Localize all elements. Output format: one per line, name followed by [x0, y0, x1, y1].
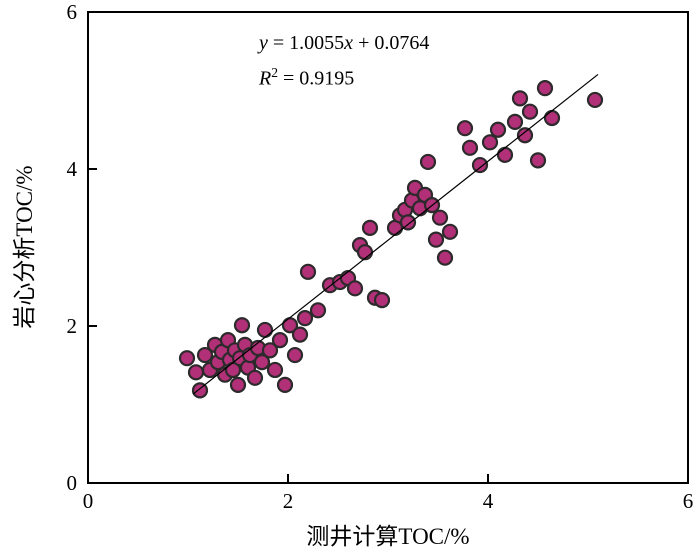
data-point [346, 280, 364, 297]
data-point [253, 354, 271, 371]
data-point [256, 321, 274, 339]
data-point [229, 376, 247, 393]
r-squared-text: R2 = 0.9195 [259, 58, 429, 94]
data-point [399, 214, 417, 231]
data-point [361, 219, 379, 236]
data-point [506, 113, 524, 131]
data-point [489, 121, 507, 138]
data-point [291, 326, 309, 343]
equation-end: + 0.0764 [353, 32, 430, 54]
equation-var-y: y [259, 32, 268, 54]
data-point [481, 134, 499, 151]
data-point [356, 244, 374, 261]
x-tick-label: 6 [683, 489, 694, 513]
data-point [286, 346, 304, 364]
data-point [266, 361, 284, 379]
data-point [271, 332, 289, 349]
data-point [196, 346, 214, 364]
x-axis-title: 测井计算TOC/% [306, 524, 470, 549]
data-point [543, 109, 561, 127]
data-point [276, 376, 294, 393]
data-point [511, 90, 529, 107]
data-point [536, 80, 554, 97]
data-point [436, 249, 454, 266]
data-point [309, 302, 327, 319]
x-tick-label: 4 [483, 489, 494, 513]
plot-frame [87, 11, 689, 484]
data-point [191, 382, 209, 399]
data-points [178, 80, 604, 399]
data-point [373, 291, 391, 309]
data-point [178, 350, 196, 367]
x-tick-label: 0 [83, 489, 94, 513]
data-point [296, 310, 314, 327]
y-tick-label: 4 [67, 157, 78, 181]
equation-mid: = 1.0055 [267, 32, 345, 54]
data-point [419, 153, 437, 171]
data-point [187, 364, 205, 381]
equation-var-x: x [344, 32, 354, 54]
equation-text: y = 1.0055x + 0.0764 [259, 28, 429, 58]
data-point [456, 120, 474, 137]
data-point [427, 231, 445, 248]
data-point [261, 342, 279, 359]
r-squared-value: = 0.9195 [278, 67, 355, 90]
x-tick-label: 2 [283, 489, 294, 513]
y-tick-label: 2 [67, 314, 78, 338]
data-point [461, 139, 479, 156]
y-tick-label: 6 [67, 0, 78, 24]
data-point [471, 156, 489, 174]
y-tick-label: 0 [67, 471, 78, 495]
data-point [441, 223, 459, 240]
data-point [496, 146, 514, 163]
data-point [516, 127, 534, 144]
data-point [431, 209, 449, 226]
y-axis-title: 岩心分析TOC/% [12, 165, 37, 329]
r-squared-var: R [259, 67, 272, 90]
data-point [521, 103, 539, 120]
r-squared-sup: 2 [271, 65, 279, 80]
data-point [529, 152, 547, 169]
data-point [246, 369, 264, 386]
data-point [233, 317, 251, 334]
data-point [299, 263, 317, 280]
data-point [586, 91, 604, 109]
trend-line [192, 73, 599, 395]
regression-annotation: y = 1.0055x + 0.0764 R2 = 0.9195 [259, 28, 429, 94]
